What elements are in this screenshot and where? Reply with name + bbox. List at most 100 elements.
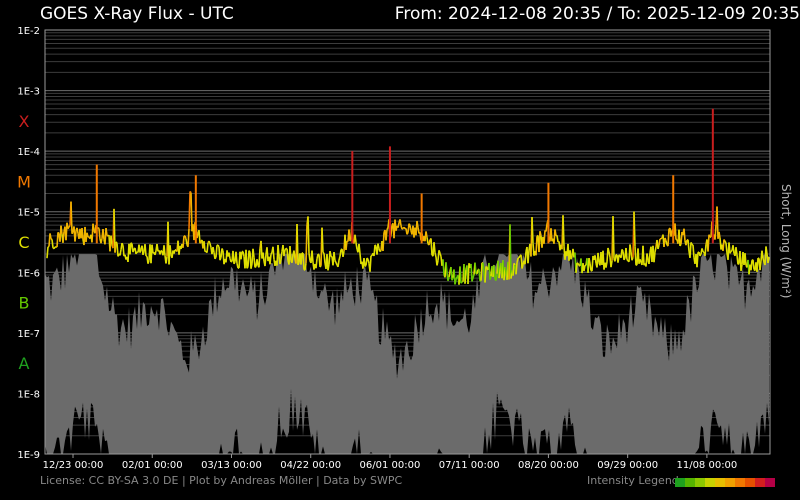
long-segment (562, 215, 565, 247)
x-axis-ticks: 12/23 00:00 02/01 00:00 03/13 00:00 04/22 0… (43, 454, 737, 471)
long-segment (246, 266, 249, 269)
long-segment (406, 232, 409, 235)
long-segment (667, 228, 670, 247)
long-segment (248, 250, 251, 253)
long-segment (283, 249, 286, 257)
long-segment (707, 234, 710, 252)
legend-swatch (725, 478, 735, 487)
long-segment (657, 244, 660, 250)
long-segment (144, 244, 147, 257)
long-segment (173, 249, 176, 254)
long-segment (728, 242, 731, 254)
long-segment (489, 276, 492, 280)
long-segment (730, 250, 733, 252)
chart-title: GOES X-Ray Flux - UTC (40, 4, 234, 24)
long-segment (147, 260, 150, 264)
long-segment (321, 227, 324, 253)
long-segment (92, 223, 95, 231)
long-segment (485, 266, 488, 269)
long-segment (272, 246, 275, 260)
legend-swatch (685, 478, 695, 487)
y-tick-label: 1E-8 (17, 389, 40, 400)
long-segment (354, 234, 357, 243)
long-segment (293, 250, 296, 259)
long-segment (307, 216, 310, 254)
date-range-label: From: 2024-12-08 20:35 / To: 2025-12-09 … (394, 4, 800, 24)
long-segment (51, 239, 54, 248)
long-segment (56, 232, 59, 248)
long-segment (184, 235, 187, 240)
long-segment (527, 250, 530, 264)
long-segment (683, 228, 686, 241)
long-segment (653, 251, 656, 263)
long-segment (488, 262, 491, 280)
long-segment (554, 229, 557, 237)
long-segment (716, 206, 719, 239)
y-axis-ticks: 1E-9 1E-8 1E-7 1E-6 1E-5 1E-4 1E-3 1E-2 (17, 26, 40, 461)
long-segment (233, 261, 236, 265)
long-segment (156, 243, 159, 252)
long-segment (316, 254, 319, 260)
long-segment (315, 258, 318, 269)
long-segment (474, 262, 477, 274)
x-tick-label: 07/11 00:00 (439, 460, 500, 471)
long-segment (102, 228, 105, 240)
long-segment (70, 201, 73, 234)
long-segment (550, 228, 553, 242)
long-segment (199, 241, 202, 244)
long-segment (217, 244, 220, 248)
long-segment (385, 229, 388, 241)
long-segment (214, 256, 217, 260)
long-segment (699, 253, 702, 257)
long-segment (428, 239, 431, 246)
plot-frame (44, 29, 771, 455)
long-segment (187, 228, 190, 247)
long-segment (163, 245, 166, 256)
long-segment (110, 235, 113, 245)
y-tick-label: 1E-3 (17, 87, 40, 98)
long-segment (658, 238, 661, 246)
legend-swatch (715, 478, 725, 487)
long-segment (445, 262, 448, 273)
long-segment (538, 231, 541, 253)
long-segment (151, 244, 154, 254)
long-segment (374, 244, 377, 247)
long-segment (240, 251, 243, 260)
long-segment (277, 244, 280, 257)
long-segment (262, 252, 265, 262)
long-segment (417, 227, 420, 234)
x-tick-label: 11/08 00:00 (676, 460, 737, 471)
long-segment (425, 231, 428, 238)
x-tick-label: 02/01 00:00 (122, 460, 183, 471)
long-segment (358, 243, 361, 254)
long-segment (348, 229, 351, 242)
long-segment (289, 246, 292, 261)
long-segment (570, 255, 573, 260)
long-segment (286, 248, 289, 261)
long-segment (304, 263, 307, 271)
long-segment (142, 251, 145, 256)
long-segment (434, 252, 437, 258)
long-segment (308, 253, 311, 261)
long-segment (322, 251, 325, 254)
long-segment (512, 263, 515, 276)
long-segment (471, 277, 474, 282)
long-segment (235, 251, 238, 264)
x-tick-label: 12/23 00:00 (43, 460, 104, 471)
long-segment (329, 250, 332, 257)
long-segment (515, 262, 518, 275)
long-segment (291, 254, 294, 263)
long-segment (188, 191, 191, 229)
long-segment (588, 257, 591, 264)
long-segment (236, 263, 239, 269)
long-segment (386, 227, 389, 231)
long-segment (736, 254, 739, 265)
long-segment (725, 242, 728, 253)
long-segment (589, 263, 592, 271)
long-segment (122, 245, 125, 257)
flare-class-labels: X M C B A (17, 112, 31, 373)
long-segment (674, 223, 677, 240)
legend-swatch (745, 478, 755, 487)
legend-swatch (755, 478, 765, 487)
long-segment (218, 246, 221, 261)
